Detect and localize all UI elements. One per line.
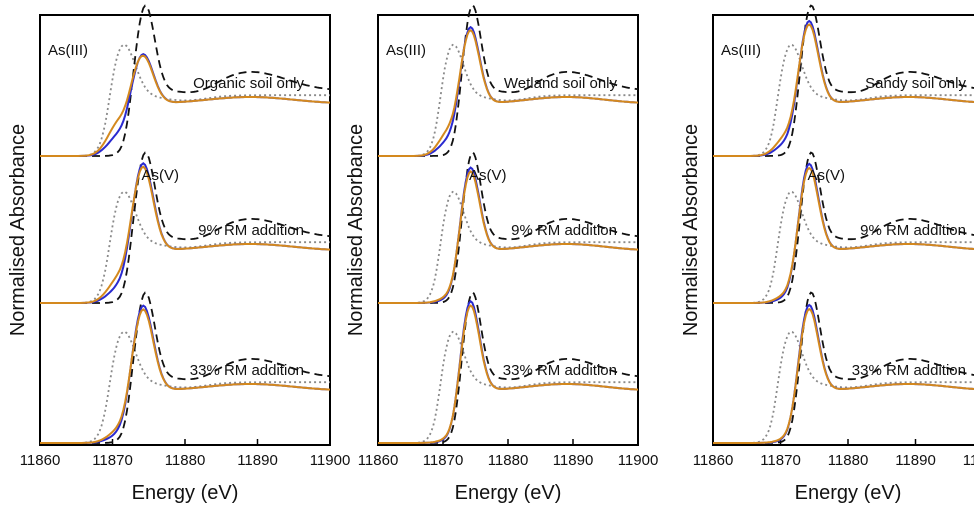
spectrum-panel-3: 33% RM addition — [713, 291, 974, 444]
series-line-1 — [713, 330, 974, 444]
as5-label: As(V) — [142, 167, 180, 184]
series-line-1 — [40, 190, 330, 304]
x-tick-label: 11880 — [828, 452, 869, 469]
as3-label: As(III) — [386, 42, 426, 59]
x-tick-label: 11890 — [895, 452, 936, 469]
panel-label: 9% RM addition — [860, 222, 966, 239]
series-line-4 — [40, 165, 331, 304]
x-axis-label: Energy (eV) — [795, 482, 902, 504]
series-line-4 — [378, 29, 639, 157]
spectrum-panel-2: 9% RM addition — [40, 151, 331, 304]
series-line-4 — [40, 54, 331, 157]
x-tick-label: 11870 — [423, 452, 464, 469]
series-line-4 — [378, 170, 639, 304]
series-line-4 — [713, 307, 974, 444]
series-line-2 — [40, 291, 331, 444]
x-tick-label: 11890 — [237, 452, 278, 469]
x-tick-label: 11900 — [963, 452, 974, 469]
x-axis-label: Energy (eV) — [132, 482, 239, 504]
chart-panel-1: 11860 11870 11880 11890 11900 Energy (eV) Norm… — [7, 4, 351, 504]
spectrum-panel-1: Sandy soil only — [713, 4, 974, 157]
series-line-4 — [378, 304, 639, 444]
x-tick-label: 11900 — [618, 452, 659, 469]
series-line-4 — [713, 23, 974, 157]
spectrum-panel-3: 33% RM addition — [378, 291, 639, 444]
x-axis-label: Energy (eV) — [455, 482, 562, 504]
x-tick-label: 11860 — [20, 452, 61, 469]
x-tick-label: 11860 — [358, 452, 399, 469]
as5-label: As(V) — [808, 167, 846, 184]
chart-panel-2: 11860 11870 11880 11890 11900 Energy (eV) Norm… — [345, 4, 659, 504]
spectrum-panel-3: 33% RM addition — [40, 291, 331, 444]
x-tick-label: 11870 — [92, 452, 133, 469]
panel-label: 9% RM addition — [511, 222, 617, 239]
chart-panel-3: 11860 11870 11880 11890 11900 Energy (eV) Norm… — [680, 4, 974, 504]
panel-label: 33% RM addition — [852, 362, 966, 379]
series-line-1 — [40, 43, 330, 157]
panel-label: Sandy soil only — [865, 75, 966, 92]
x-tick-label: 11860 — [693, 452, 734, 469]
as3-label: As(III) — [721, 42, 761, 59]
series-line-4 — [40, 308, 331, 444]
series-line-1 — [713, 190, 974, 304]
series-line-2 — [40, 4, 331, 157]
spectrum-panel-1: Wetland soil only — [378, 4, 639, 157]
x-tick-label: 11870 — [760, 452, 801, 469]
panel-label: Organic soil only — [193, 75, 304, 92]
spectrum-panel-2: 9% RM addition — [713, 151, 974, 304]
series-line-4 — [713, 166, 974, 304]
x-tick-label: 11880 — [488, 452, 529, 469]
series-line-1 — [378, 330, 638, 444]
series-line-3 — [40, 52, 331, 157]
x-tick-label: 11880 — [165, 452, 206, 469]
x-tick-label: 11900 — [310, 452, 351, 469]
as5-label: As(V) — [469, 167, 507, 184]
spectrum-panel-1: Organic soil only — [40, 4, 331, 157]
panel-label: 33% RM addition — [190, 362, 304, 379]
y-axis-label: Normalised Absorbance — [345, 124, 367, 336]
series-line-1 — [713, 43, 974, 157]
panel-label: Wetland soil only — [504, 75, 618, 92]
series-line-1 — [378, 43, 638, 157]
series-line-1 — [378, 190, 638, 304]
spectrum-panel-2: 9% RM addition — [378, 151, 639, 304]
series-line-1 — [40, 330, 330, 444]
y-axis-label: Normalised Absorbance — [680, 124, 702, 336]
panel-label: 9% RM addition — [198, 222, 304, 239]
panel-label: 33% RM addition — [503, 362, 617, 379]
y-axis-label: Normalised Absorbance — [7, 124, 29, 336]
as3-label: As(III) — [48, 42, 88, 59]
x-tick-label: 11890 — [553, 452, 594, 469]
series-line-2 — [40, 151, 331, 304]
